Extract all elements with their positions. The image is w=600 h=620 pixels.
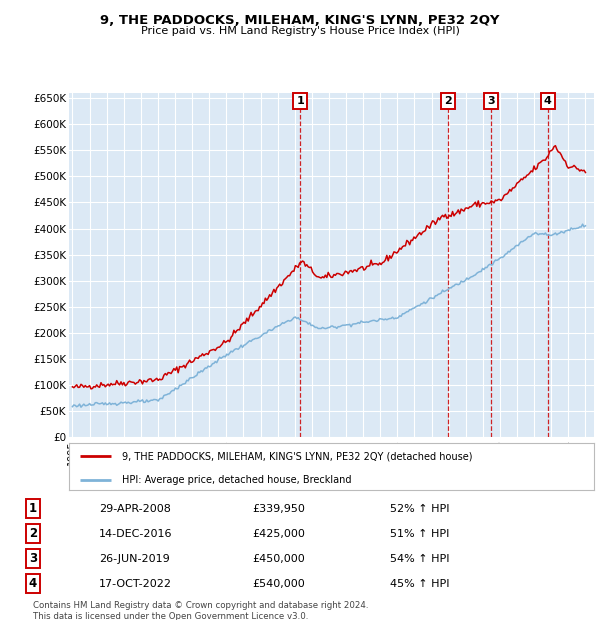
Text: £540,000: £540,000 xyxy=(252,579,305,589)
Text: 1: 1 xyxy=(296,96,304,106)
Text: £450,000: £450,000 xyxy=(252,554,305,564)
Text: 9, THE PADDOCKS, MILEHAM, KING'S LYNN, PE32 2QY: 9, THE PADDOCKS, MILEHAM, KING'S LYNN, P… xyxy=(100,14,500,27)
Text: 3: 3 xyxy=(29,552,37,565)
Text: 17-OCT-2022: 17-OCT-2022 xyxy=(99,579,172,589)
Text: 26-JUN-2019: 26-JUN-2019 xyxy=(99,554,170,564)
Text: 2: 2 xyxy=(29,527,37,540)
Text: 9, THE PADDOCKS, MILEHAM, KING'S LYNN, PE32 2QY (detached house): 9, THE PADDOCKS, MILEHAM, KING'S LYNN, P… xyxy=(121,451,472,461)
Text: 54% ↑ HPI: 54% ↑ HPI xyxy=(390,554,449,564)
Text: 45% ↑ HPI: 45% ↑ HPI xyxy=(390,579,449,589)
Text: HPI: Average price, detached house, Breckland: HPI: Average price, detached house, Brec… xyxy=(121,474,351,485)
Text: Contains HM Land Registry data © Crown copyright and database right 2024.
This d: Contains HM Land Registry data © Crown c… xyxy=(33,601,368,620)
Text: 2: 2 xyxy=(444,96,452,106)
Text: Price paid vs. HM Land Registry's House Price Index (HPI): Price paid vs. HM Land Registry's House … xyxy=(140,26,460,36)
Text: 1: 1 xyxy=(29,502,37,515)
Text: 51% ↑ HPI: 51% ↑ HPI xyxy=(390,529,449,539)
Text: 29-APR-2008: 29-APR-2008 xyxy=(99,503,171,513)
Text: £339,950: £339,950 xyxy=(252,503,305,513)
Text: 3: 3 xyxy=(487,96,495,106)
Text: 14-DEC-2016: 14-DEC-2016 xyxy=(99,529,173,539)
Text: 4: 4 xyxy=(29,577,37,590)
Text: £425,000: £425,000 xyxy=(252,529,305,539)
Text: 4: 4 xyxy=(544,96,552,106)
Text: 52% ↑ HPI: 52% ↑ HPI xyxy=(390,503,449,513)
